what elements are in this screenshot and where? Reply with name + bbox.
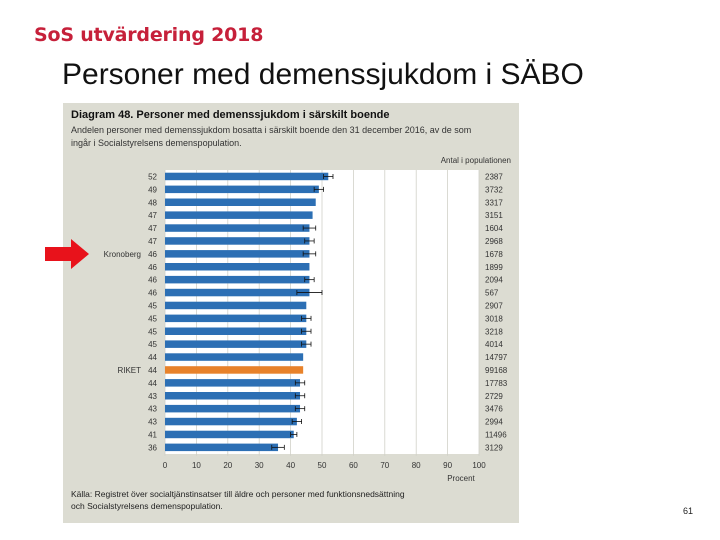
- value-label: 45: [148, 340, 157, 349]
- count-label: 3151: [485, 211, 503, 220]
- bar: [165, 327, 307, 335]
- value-label: 47: [148, 211, 157, 220]
- count-label: 11496: [485, 430, 507, 439]
- page-number: 61: [683, 506, 694, 516]
- x-axis-ticks: 0 10 20 30 40 50 60 70 80 90 100: [163, 461, 486, 470]
- bar: [165, 185, 319, 194]
- chart-subtitle-line-1: Andelen personer med demenssjukdom bosat…: [71, 125, 471, 135]
- value-label: 36: [148, 443, 157, 452]
- bar: [165, 417, 297, 426]
- bar: [165, 211, 313, 219]
- category-label: Kronoberg: [104, 250, 141, 259]
- value-label: 49: [148, 185, 157, 194]
- bar: [165, 263, 310, 271]
- slide-title: Personer med demenssjukdom i SÄBO: [62, 58, 584, 91]
- count-label: 1604: [485, 224, 503, 233]
- x-tick-label: 0: [163, 461, 168, 470]
- count-label: 3218: [485, 327, 503, 336]
- bar: [165, 379, 301, 387]
- count-label: 3018: [485, 314, 503, 323]
- value-label: 43: [148, 418, 157, 427]
- bar: [165, 392, 301, 400]
- value-label: 44: [148, 366, 157, 375]
- value-label: 46: [148, 250, 157, 259]
- count-label: 4014: [485, 340, 503, 349]
- bar: [165, 430, 294, 439]
- bar: [165, 340, 307, 348]
- count-label: 17783: [485, 379, 508, 388]
- count-label: 3732: [485, 185, 503, 194]
- chart-panel: Diagram 48. Personer med demenssjukdom i…: [63, 103, 519, 523]
- bar: [165, 198, 316, 206]
- bar: [165, 314, 307, 323]
- count-label: 567: [485, 289, 499, 298]
- x-tick-label: 20: [223, 461, 232, 470]
- count-label: 3129: [485, 443, 503, 452]
- chart-subtitle-line-2: ingår i Socialstyrelsens demenspopulatio…: [71, 138, 242, 148]
- category-label: RIKET: [117, 366, 141, 375]
- x-tick-label: 40: [286, 461, 295, 470]
- value-label: 52: [148, 172, 157, 181]
- x-tick-label: 50: [318, 461, 327, 470]
- value-label: 43: [148, 405, 157, 414]
- value-label: 45: [148, 327, 157, 336]
- count-label: 2729: [485, 392, 503, 401]
- bar: [165, 224, 310, 232]
- bar: [165, 443, 279, 452]
- x-tick-label: 70: [380, 461, 389, 470]
- value-label: 47: [148, 224, 157, 233]
- bars: [165, 172, 334, 452]
- count-label: 2387: [485, 172, 503, 181]
- count-label: 2994: [485, 418, 503, 427]
- x-tick-label: 30: [255, 461, 264, 470]
- x-tick-label: 90: [443, 461, 452, 470]
- count-label: 99168: [485, 366, 508, 375]
- value-label: 46: [148, 263, 157, 272]
- value-label: 45: [148, 301, 157, 310]
- value-label: 48: [148, 198, 157, 207]
- x-axis-label: Procent: [447, 474, 475, 483]
- value-label: 41: [148, 430, 157, 439]
- x-tick-label: 60: [349, 461, 358, 470]
- source-line-1: Källa: Registret över socialtjänstinsats…: [71, 489, 405, 499]
- count-label: 2968: [485, 237, 503, 246]
- bar: [165, 275, 310, 284]
- bar: [165, 172, 329, 181]
- bar-chart: Diagram 48. Personer med demenssjukdom i…: [71, 109, 511, 511]
- bar: [165, 301, 307, 310]
- bar: [165, 404, 301, 413]
- count-label: 14797: [485, 353, 508, 362]
- count-label: 1678: [485, 250, 503, 259]
- x-tick-label: 10: [192, 461, 201, 470]
- arrow-icon: [45, 239, 89, 269]
- row-labels: 52 2387 49 3732 48 3317 47 3151 47 1604 47 2968 46 Kr…: [104, 172, 508, 452]
- count-label: 3317: [485, 198, 503, 207]
- source-line-2: och Socialstyrelsens demenspopulation.: [71, 501, 223, 511]
- count-label: 1899: [485, 263, 503, 272]
- bar: [165, 366, 304, 374]
- bar: [165, 353, 304, 361]
- count-label: 2907: [485, 301, 503, 310]
- value-label: 44: [148, 353, 157, 362]
- value-label: 46: [148, 289, 157, 298]
- value-label: 45: [148, 314, 157, 323]
- bar: [165, 288, 310, 297]
- value-label: 46: [148, 276, 157, 285]
- count-label: 3476: [485, 405, 503, 414]
- bar: [165, 237, 310, 245]
- x-tick-label: 80: [412, 461, 421, 470]
- value-label: 47: [148, 237, 157, 246]
- bar: [165, 250, 310, 258]
- count-column-header: Antal i populationen: [441, 156, 511, 165]
- brand-title: SoS utvärdering 2018: [34, 24, 264, 46]
- value-label: 44: [148, 379, 157, 388]
- value-label: 43: [148, 392, 157, 401]
- count-label: 2094: [485, 276, 503, 285]
- x-tick-label: 100: [472, 461, 486, 470]
- chart-title: Diagram 48. Personer med demenssjukdom i…: [71, 109, 390, 121]
